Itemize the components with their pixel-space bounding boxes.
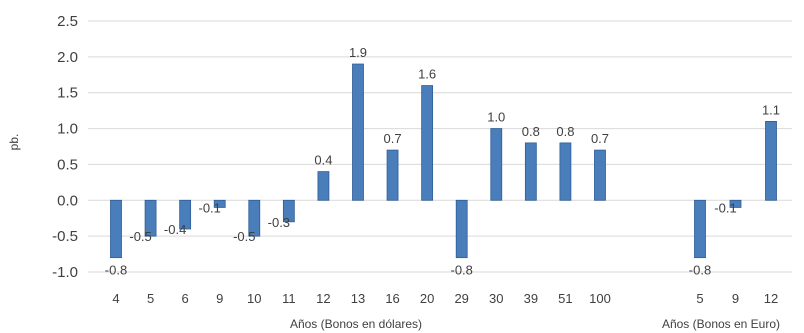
bar	[317, 171, 330, 201]
x-tick-label: 6	[182, 291, 189, 306]
data-label: 0.7	[591, 131, 609, 146]
bar	[213, 199, 226, 208]
x-axis-label-dollars: Años (Bonos en dólares)	[290, 317, 422, 331]
bar	[524, 142, 537, 201]
x-tick-label: 9	[732, 291, 739, 306]
x-tick-label: 12	[764, 291, 778, 306]
y-axis-label: pb.	[7, 134, 21, 151]
data-label: 0.8	[522, 124, 540, 139]
x-tick-label: 39	[524, 291, 538, 306]
x-tick-label: 5	[696, 291, 703, 306]
x-tick-label: 100	[589, 291, 611, 306]
gridlines	[88, 20, 792, 273]
bar	[144, 199, 157, 237]
bar	[559, 142, 572, 201]
y-tick-label: 2.5	[57, 13, 78, 30]
y-tick-label: 1.0	[57, 121, 78, 138]
data-label: -0.3	[268, 215, 290, 230]
x-tick-label: 13	[351, 291, 365, 306]
data-label: 0.4	[314, 153, 332, 168]
y-tick-label: 0.5	[57, 156, 78, 173]
bar	[386, 149, 399, 201]
bar	[248, 199, 261, 237]
bar	[179, 199, 192, 230]
data-label: -0.5	[129, 229, 151, 244]
y-tick-label: 1.5	[57, 85, 78, 102]
bar	[455, 199, 468, 259]
data-label: 0.8	[556, 124, 574, 139]
bar	[594, 149, 606, 201]
y-tick-label: 0.0	[57, 192, 78, 209]
bar	[765, 121, 777, 201]
data-label: -0.8	[105, 263, 127, 278]
data-label: -0.1	[714, 200, 736, 215]
x-tick-label: 20	[420, 291, 434, 306]
x-tick-label: 51	[558, 291, 572, 306]
bar	[490, 128, 503, 201]
data-label: 1.0	[487, 110, 505, 125]
data-label: -0.1	[199, 200, 221, 215]
x-tick-label: 5	[147, 291, 154, 306]
y-tick-label: -0.5	[52, 228, 78, 245]
x-tick-label: 12	[316, 291, 330, 306]
y-tick-label: -1.0	[52, 264, 78, 281]
x-tick-label: 16	[385, 291, 399, 306]
data-label: -0.5	[233, 229, 255, 244]
data-label: 1.1	[762, 102, 780, 117]
bars	[110, 63, 777, 259]
x-tick-label: 9	[216, 291, 223, 306]
data-label: 1.9	[349, 45, 367, 60]
x-tick-label: 4	[112, 291, 119, 306]
x-tick-label: 10	[247, 291, 261, 306]
data-labels: -0.8 -0.5 -0.4 -0.1 -0.5 -0.3 0.4 1.9 0.7 1.6 -0.8…	[105, 45, 780, 278]
x-axis-ticks: 4 5 6 9 10 11 12 13 16 20 29 30 39 51 100 5 9 12	[112, 291, 778, 306]
bar	[110, 199, 122, 259]
data-label: -0.8	[450, 263, 472, 278]
data-label: -0.8	[689, 263, 711, 278]
x-tick-label: 30	[489, 291, 503, 306]
x-axis-label-euro: Años (Bonos en Euro)	[662, 317, 780, 331]
bar	[282, 199, 295, 223]
x-tick-label: 11	[282, 291, 296, 306]
data-label: 1.6	[418, 67, 436, 82]
bar	[729, 199, 742, 208]
x-tick-label: 29	[454, 291, 468, 306]
data-label: 0.7	[384, 131, 402, 146]
bar	[421, 85, 434, 201]
data-label: -0.4	[164, 222, 186, 237]
bar	[694, 199, 706, 259]
y-axis-ticks: 2.5 2.0 1.5 1.0 0.5 0.0 -0.5 -1.0	[52, 13, 78, 281]
y-tick-label: 2.0	[57, 49, 78, 66]
bar	[352, 63, 364, 201]
